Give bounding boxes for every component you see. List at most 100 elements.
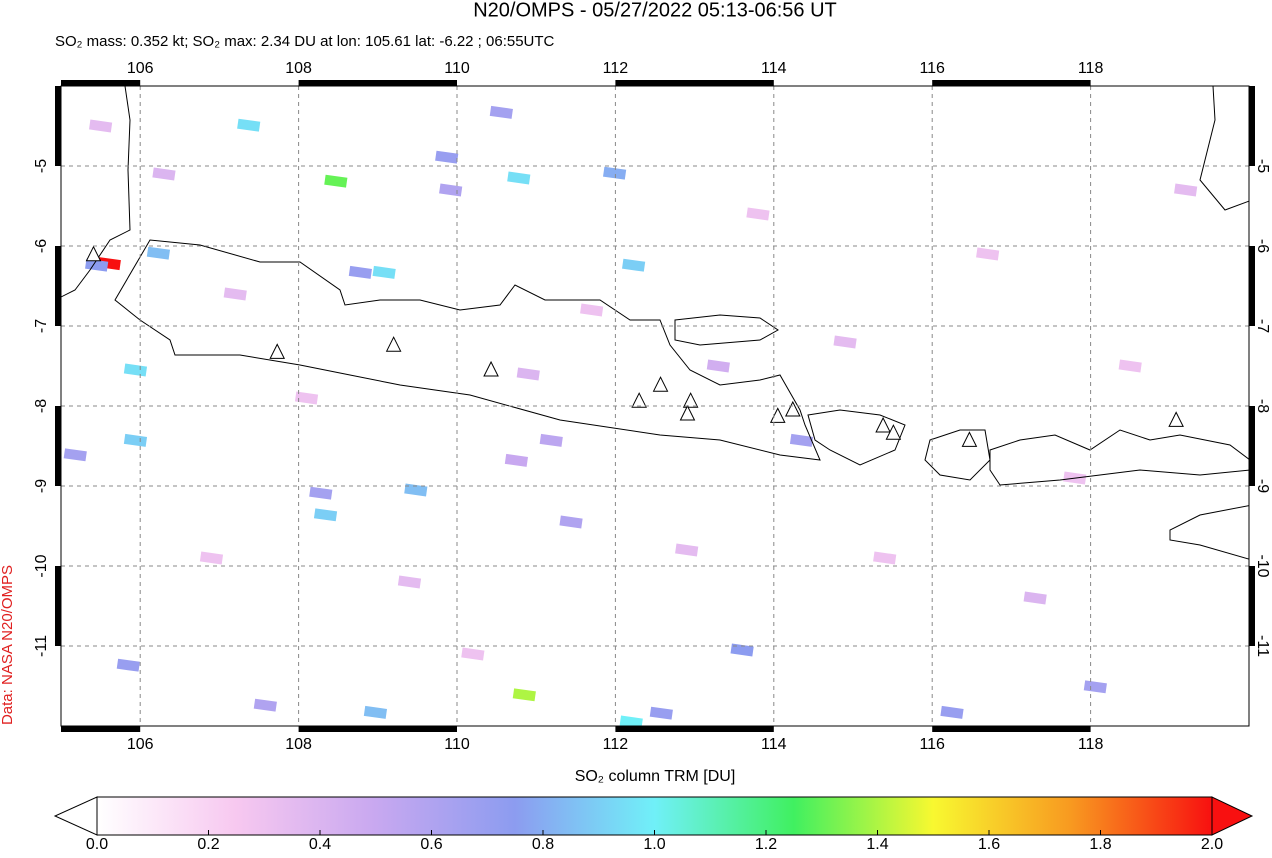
- so2-pixel: [976, 247, 1000, 261]
- colorbar-tick-label: 0.2: [197, 836, 219, 853]
- title: N20/OMPS - 05/27/2022 05:13-06:56 UT: [473, 0, 837, 21]
- frame-bar: [615, 726, 774, 732]
- so2-pixel: [619, 715, 643, 726]
- volcano: [652, 376, 669, 392]
- x-tick-label: 116: [919, 736, 945, 753]
- so2-pixel: [873, 551, 897, 565]
- so2-pixel: [516, 367, 540, 381]
- x-tick-label-top: 108: [285, 60, 312, 77]
- so2-pixel: [116, 658, 140, 672]
- so2-pixel: [489, 105, 513, 119]
- so2-pixel: [309, 486, 333, 500]
- so2-pixel: [461, 647, 485, 661]
- y-tick-label-right: -8: [1254, 399, 1271, 413]
- so2-pixel: [223, 287, 247, 301]
- x-tick-label: 110: [444, 736, 470, 753]
- frame-bar: [1249, 86, 1255, 166]
- so2-pixel: [730, 643, 754, 657]
- x-tick-label-top: 106: [127, 60, 154, 77]
- so2-pixel: [237, 118, 261, 132]
- x-tick-label-top: 118: [1078, 60, 1104, 77]
- frame-bar: [55, 86, 61, 166]
- so2-pixel: [649, 706, 673, 720]
- subtitle: SO₂ mass: 0.352 kt; SO₂ max: 2.34 DU at …: [55, 33, 555, 50]
- frame-bar: [932, 80, 1091, 86]
- so2-pixel: [539, 433, 563, 447]
- volcano: [885, 424, 902, 440]
- y-tick-label-right: -6: [1254, 239, 1271, 253]
- volcano: [85, 245, 102, 262]
- so2-pixel: [1118, 359, 1142, 373]
- madura: [674, 314, 779, 346]
- frame-bar: [55, 406, 61, 486]
- x-tick-label-top: 114: [761, 60, 787, 77]
- colorbar-tick-label: 0.6: [420, 836, 442, 853]
- volcano: [483, 360, 499, 377]
- frame-bar: [1249, 406, 1255, 486]
- volcano: [679, 404, 696, 421]
- frame-bar: [1249, 566, 1255, 646]
- colorbar-tick-label: 1.4: [866, 836, 888, 853]
- volcano: [1168, 411, 1184, 427]
- colorbar-tick-label: 1.8: [1089, 836, 1111, 853]
- y-tick-label: -9: [33, 479, 50, 493]
- so2-pixel: [89, 119, 113, 133]
- so2-pixel: [435, 150, 459, 164]
- so2-pixel: [324, 174, 348, 188]
- y-tick-label: -10: [33, 554, 50, 577]
- colorbar-tick-label: 0.8: [532, 836, 554, 853]
- so2-pixel: [940, 705, 964, 719]
- so2-pixel: [504, 453, 528, 467]
- so2-pixel: [622, 258, 646, 272]
- so2-pixel: [746, 207, 770, 221]
- colorbar-gradient: [96, 796, 1213, 836]
- x-tick-label-top: 110: [444, 60, 470, 77]
- so2-pixel: [439, 183, 463, 197]
- colorbar-low-arrow: [53, 796, 98, 836]
- axes: 106 106 108 108 110 110 112 112 114 114 116 116 118 1…: [33, 60, 1271, 753]
- frame-bar: [61, 726, 141, 732]
- colorbar: 0.0 0.2 0.4 0.6 0.8 1.0 1.2 1.4 1.6 1.8 2.0: [53, 796, 1254, 853]
- so2-pixel: [199, 551, 224, 565]
- so2-pixel: [123, 363, 148, 377]
- so2-pixel: [507, 171, 531, 185]
- so2-pixel: [1083, 680, 1107, 694]
- volcano: [631, 392, 647, 408]
- colorbar-high-arrow: [1211, 796, 1254, 836]
- so2-pixel: [603, 166, 627, 180]
- so2-pixel: [348, 265, 372, 279]
- so2-pixel: [789, 433, 814, 447]
- so2-pixel: [512, 688, 536, 702]
- so2-pixel: [1023, 591, 1047, 605]
- lombok: [924, 429, 991, 481]
- volcano: [269, 343, 286, 359]
- y-tick-label-right: -5: [1254, 159, 1271, 173]
- so2-pixel: [63, 448, 87, 462]
- y-tick-label-right: -7: [1254, 319, 1271, 333]
- so2-pixel: [1174, 183, 1198, 197]
- coastlines: [61, 86, 1249, 560]
- so2-pixel: [397, 575, 422, 589]
- x-tick-label: 114: [761, 736, 787, 753]
- frame-bar: [615, 80, 774, 86]
- so2-pixel: [580, 303, 604, 317]
- so2-pixel: [706, 359, 730, 373]
- y-tick-label-right: -10: [1254, 554, 1271, 577]
- sumba: [1169, 505, 1249, 560]
- so2-pixel: [152, 167, 176, 181]
- so2-pixel: [253, 698, 277, 712]
- x-tick-label: 118: [1078, 736, 1104, 753]
- colorbar-tick-label: 0.0: [86, 836, 108, 853]
- so2-pixel: [146, 246, 171, 260]
- y-tick-label: -7: [33, 319, 50, 333]
- so2-pixel: [675, 543, 699, 557]
- colorbar-tick-label: 1.2: [755, 836, 777, 853]
- sumbawa: [989, 429, 1249, 486]
- frame-bar: [932, 726, 1091, 732]
- so2-pixel: [123, 433, 148, 447]
- so2-pixel: [833, 335, 857, 349]
- x-tick-label: 112: [603, 736, 629, 753]
- frame-bar: [55, 566, 61, 646]
- colorbar-label: SO₂ column TRM [DU]: [575, 768, 736, 785]
